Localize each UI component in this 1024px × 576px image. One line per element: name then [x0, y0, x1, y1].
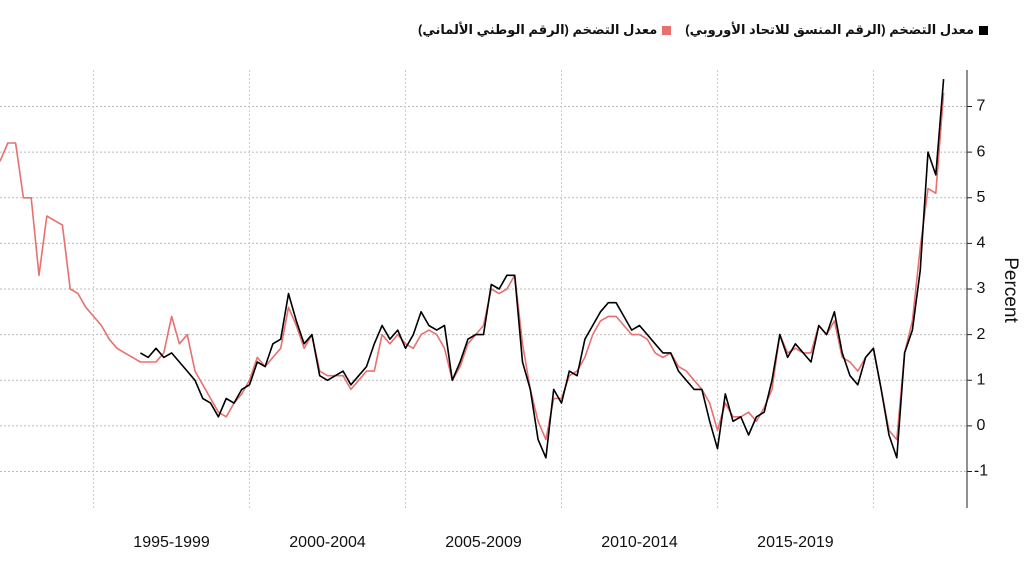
- legend-swatch: [979, 25, 988, 35]
- series-line: [0, 92, 945, 441]
- legend: معدل التضخم (الرقم المنسق للاتحاد الأورو…: [418, 22, 988, 38]
- y-tick-label: 7: [977, 98, 986, 115]
- legend-label: معدل التضخم (الرقم المنسق للاتحاد الأورو…: [685, 22, 974, 37]
- legend-item: معدل التضخم (الرقم الوطني الألماني): [418, 22, 672, 38]
- y-axis-label: Percent: [1000, 257, 1021, 323]
- x-tick-label: 1995-1999: [133, 534, 210, 551]
- x-tick-label: 2005-2009: [445, 534, 522, 551]
- y-tick-label: 6: [977, 143, 986, 160]
- y-tick-label: 4: [977, 235, 986, 252]
- y-tick-label: -1: [974, 463, 988, 480]
- series-line: [140, 79, 945, 459]
- y-tick-label: 1: [977, 371, 986, 388]
- x-tick-label: 2010-2014: [601, 534, 678, 551]
- y-tick-label: 5: [977, 189, 986, 206]
- legend-swatch: [662, 25, 672, 35]
- x-tick-label: 2000-2004: [289, 534, 366, 551]
- legend-label: معدل التضخم (الرقم الوطني الألماني): [418, 22, 658, 37]
- x-tick-label: 2015-2019: [757, 534, 834, 551]
- y-tick-label: 3: [977, 280, 986, 297]
- legend-item: معدل التضخم (الرقم المنسق للاتحاد الأورو…: [685, 22, 988, 38]
- y-tick-label: 2: [977, 326, 986, 343]
- y-tick-label: 0: [977, 417, 986, 434]
